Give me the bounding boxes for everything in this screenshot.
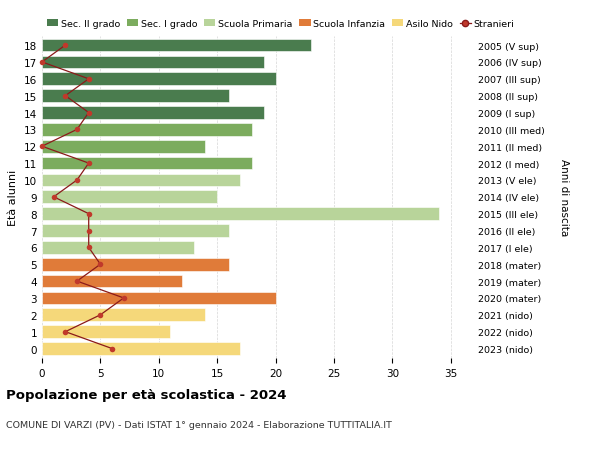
Point: [84, 160, 94, 168]
Point: [84, 211, 94, 218]
Bar: [42, 342, 241, 355]
Point: [37, 59, 47, 67]
Y-axis label: Età alunni: Età alunni: [8, 169, 19, 225]
Text: COMUNE DI VARZI (PV) - Dati ISTAT 1° gennaio 2024 - Elaborazione TUTTITALIA.IT: COMUNE DI VARZI (PV) - Dati ISTAT 1° gen…: [6, 420, 392, 429]
Legend: Sec. II grado, Sec. I grado, Scuola Primaria, Scuola Infanzia, Asilo Nido, Stran: Sec. II grado, Sec. I grado, Scuola Prim…: [47, 20, 515, 29]
Bar: [42, 56, 264, 69]
Point: [72, 126, 82, 134]
Point: [61, 42, 70, 50]
Point: [84, 110, 94, 117]
Bar: [42, 258, 229, 271]
Y-axis label: Anni di nascita: Anni di nascita: [559, 159, 569, 236]
Point: [49, 194, 58, 201]
Point: [37, 143, 47, 151]
Bar: [42, 124, 252, 136]
Point: [72, 177, 82, 184]
Bar: [42, 208, 439, 220]
Bar: [42, 225, 229, 237]
Bar: [42, 191, 217, 204]
Bar: [42, 241, 194, 254]
Point: [95, 261, 105, 269]
Point: [119, 295, 128, 302]
Point: [107, 345, 117, 353]
Bar: [42, 309, 205, 321]
Point: [95, 312, 105, 319]
Bar: [42, 292, 275, 305]
Bar: [42, 174, 241, 187]
Point: [84, 227, 94, 235]
Point: [72, 278, 82, 285]
Bar: [42, 39, 311, 52]
Bar: [42, 157, 252, 170]
Bar: [42, 90, 229, 103]
Bar: [42, 325, 170, 338]
Point: [61, 93, 70, 100]
Text: Popolazione per età scolastica - 2024: Popolazione per età scolastica - 2024: [6, 388, 287, 401]
Bar: [42, 73, 275, 86]
Bar: [42, 275, 182, 288]
Point: [61, 328, 70, 336]
Point: [84, 244, 94, 252]
Bar: [42, 140, 205, 153]
Bar: [42, 107, 264, 119]
Point: [84, 76, 94, 83]
